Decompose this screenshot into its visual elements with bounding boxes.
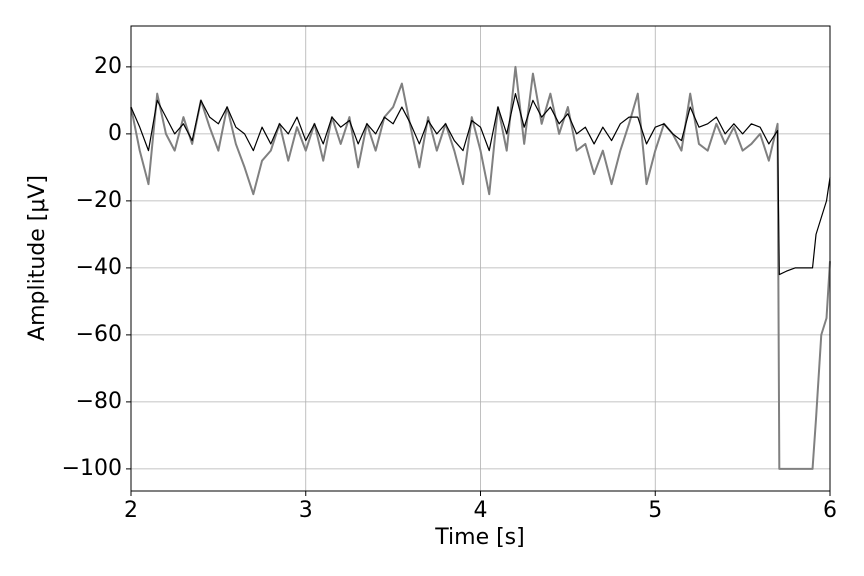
y-tick-label: −40 <box>76 255 122 280</box>
x-tick-label: 5 <box>648 498 662 523</box>
x-tick-label: 2 <box>124 498 138 523</box>
y-tick-label: 20 <box>94 54 122 79</box>
line <box>130 65 831 470</box>
y-tick-label: −20 <box>76 188 122 213</box>
y-tick-label: −80 <box>76 389 122 414</box>
plot-frame <box>130 25 831 492</box>
x-tick-label: 6 <box>823 498 837 523</box>
y-tick-label: −60 <box>76 322 122 347</box>
y-tick-label: −100 <box>62 456 122 481</box>
y-tick-label: 0 <box>108 121 122 146</box>
line <box>130 93 831 276</box>
x-tick-label: 3 <box>299 498 313 523</box>
x-axis-label: Time [s] <box>434 525 524 550</box>
x-tick-label: 4 <box>474 498 488 523</box>
y-axis-label: Amplitude [μV] <box>25 175 50 341</box>
